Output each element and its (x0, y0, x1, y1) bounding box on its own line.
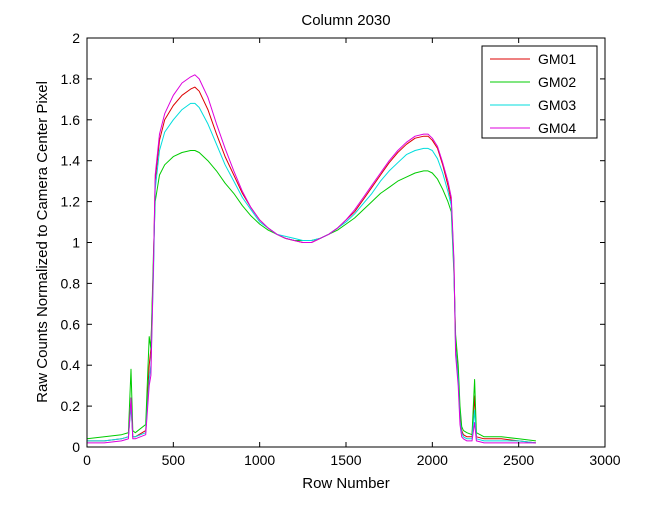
legend-box (481, 45, 598, 139)
y-tick-label: 0.4 (61, 357, 81, 373)
x-tick-label: 3000 (589, 452, 620, 468)
x-tick-label: 500 (162, 452, 186, 468)
y-tick-label: 1.2 (61, 194, 81, 210)
y-axis-label: Raw Counts Normalized to Camera Center P… (34, 81, 51, 403)
x-tick-label: 1000 (244, 452, 275, 468)
y-tick-label: 0.2 (61, 398, 81, 414)
legend-label-gm01: GM01 (538, 51, 576, 67)
y-tick-label: 1.8 (61, 71, 81, 87)
series-line-gm04 (87, 74, 536, 444)
y-axis: 0 0.2 0.4 0.6 0.8 1 1.2 1.4 1.6 1.8 2 (61, 30, 605, 455)
x-tick-label: 2500 (503, 452, 534, 468)
y-tick-label: 1.4 (61, 153, 81, 169)
series-layer (86, 74, 536, 444)
y-tick-label: 1.6 (61, 112, 81, 128)
legend-label-gm03: GM03 (538, 97, 576, 113)
legend: GM01 GM02 GM03 GM04 (481, 45, 598, 139)
x-tick-label: 1500 (330, 452, 361, 468)
x-axis-label: Row Number (302, 475, 390, 492)
y-tick-label: 0.6 (61, 316, 81, 332)
chart-title: Column 2030 (301, 12, 390, 29)
x-axis: 0 500 1000 1500 2000 2500 3000 (83, 38, 621, 468)
y-tick-label: 2 (72, 30, 80, 46)
legend-label-gm02: GM02 (538, 74, 576, 90)
y-tick-label: 0 (72, 439, 80, 455)
x-tick-label: 0 (83, 452, 91, 468)
x-tick-label: 2000 (417, 452, 448, 468)
y-tick-label: 1 (72, 235, 80, 251)
y-tick-label: 0.8 (61, 275, 81, 291)
legend-label-gm04: GM04 (538, 120, 576, 136)
